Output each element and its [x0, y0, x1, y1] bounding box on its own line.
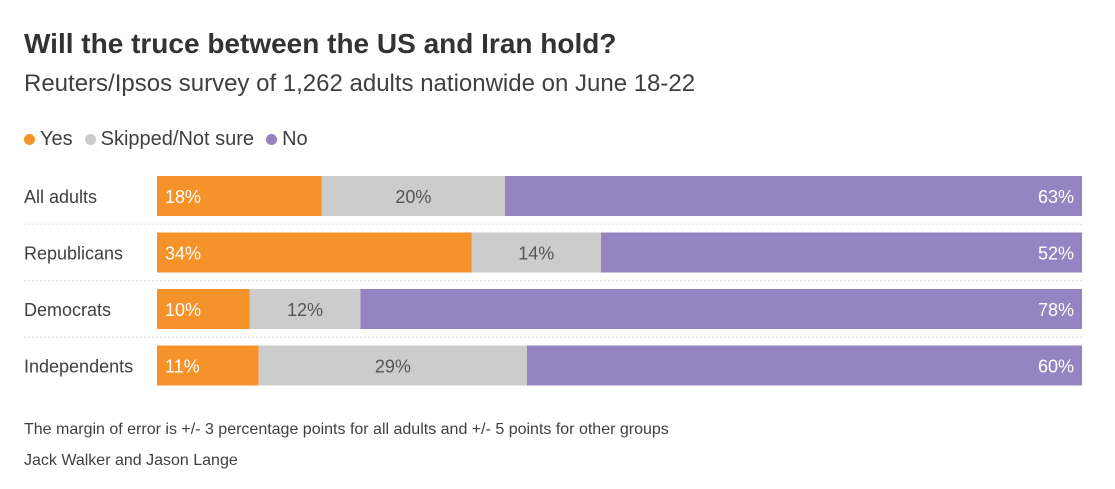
legend-item-yes: Yes [24, 128, 73, 151]
data-label-yes: 10% [165, 300, 201, 320]
legend-swatch-not-sure [84, 134, 96, 145]
legend-label-yes: Yes [40, 128, 73, 150]
data-label-no: 60% [1038, 357, 1074, 377]
data-label-yes: 34% [165, 244, 201, 264]
bar-segment-not-sure [471, 232, 601, 273]
stacked-bar-chart: All adults 18% 20% 63% Republicans 34% 14% 52% D… [24, 176, 1083, 386]
data-label-no: 78% [1038, 300, 1074, 320]
margin-of-error-note: The margin of error is +/- 3 percentage … [24, 421, 669, 438]
bar-segment-yes [157, 232, 472, 273]
author-credit: Jack Walker and Jason Lange [24, 452, 238, 469]
bar-segment-not-sure [249, 289, 361, 329]
bar-segment-no [601, 232, 1082, 273]
legend-label-not-sure: Skipped/Not sure [100, 128, 255, 150]
data-label-not-sure: 29% [375, 357, 411, 377]
bar-segment-not-sure [258, 345, 527, 386]
data-label-not-sure: 12% [287, 300, 323, 320]
legend: Yes Skipped/Not sure No [24, 128, 320, 151]
chart-subtitle: Reuters/Ipsos survey of 1,262 adults nat… [24, 70, 696, 97]
data-label-no: 63% [1038, 187, 1074, 207]
category-label: All adults [24, 187, 97, 207]
bar-segment-yes [157, 176, 322, 216]
data-label-not-sure: 20% [395, 187, 431, 207]
bar-segment-yes [157, 289, 250, 329]
bar-row: Republicans 34% 14% 52% [24, 232, 1082, 282]
category-label: Democrats [24, 300, 111, 320]
data-label-yes: 18% [165, 187, 201, 207]
bar-segment-no [527, 345, 1082, 386]
chart-title: Will the truce between the US and Iran h… [24, 28, 617, 59]
bar-segment-not-sure [321, 176, 506, 216]
legend-item-not-sure: Skipped/Not sure [84, 128, 255, 151]
bar-row: All adults 18% 20% 63% [24, 176, 1083, 225]
legend-swatch-yes [24, 134, 35, 145]
bar-row: Independents 11% 29% 60% [24, 345, 1082, 386]
data-label-yes: 11% [165, 357, 200, 377]
bar-segment-yes [157, 345, 259, 386]
data-label-no: 52% [1038, 244, 1074, 264]
bar-row: Democrats 10% 12% 78% [24, 289, 1082, 338]
legend-label-no: No [282, 128, 308, 150]
bar-segment-no [360, 289, 1082, 329]
category-label: Republicans [24, 244, 123, 264]
category-label: Independents [24, 357, 133, 377]
legend-item-no: No [266, 128, 308, 151]
legend-swatch-no [266, 134, 278, 145]
data-label-not-sure: 14% [518, 244, 554, 264]
bar-segment-no [505, 176, 1083, 216]
